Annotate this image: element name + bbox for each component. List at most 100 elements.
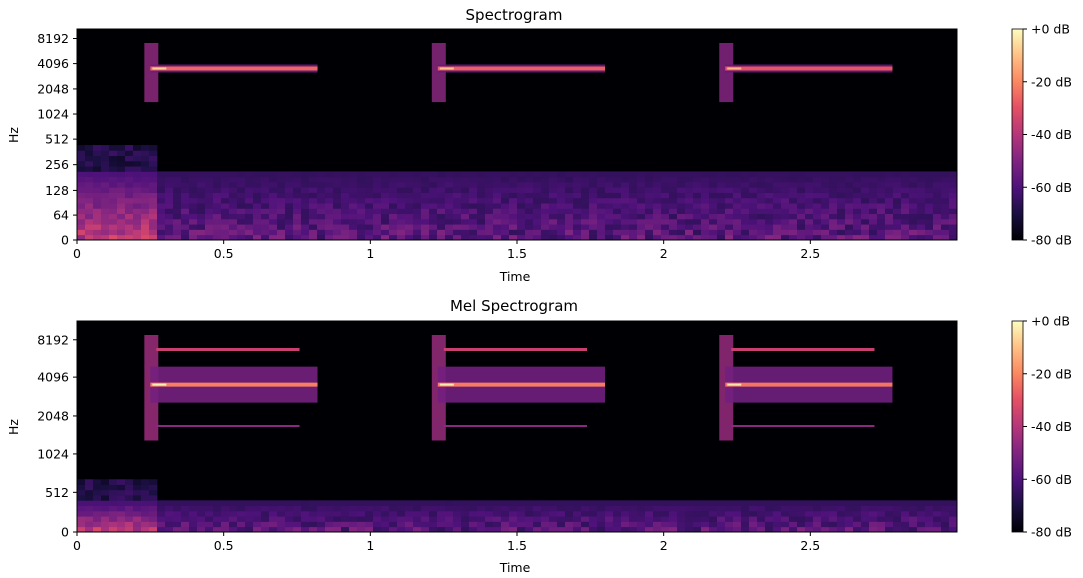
heatmap-cell <box>77 495 86 501</box>
y-tick-label: 8192 <box>37 332 69 347</box>
heatmap-cell <box>581 208 590 215</box>
heatmap-cell <box>693 208 702 215</box>
heatmap-cell <box>717 521 726 528</box>
heatmap-cell <box>925 171 934 178</box>
heatmap-cell <box>77 224 86 230</box>
heatmap-cell <box>637 234 646 241</box>
heatmap-cell <box>157 510 166 517</box>
heatmap-cell <box>813 176 822 183</box>
heatmap-cell <box>253 234 262 241</box>
heatmap-cell <box>301 176 310 183</box>
heatmap-cell <box>421 181 430 188</box>
heatmap-cell <box>813 526 822 533</box>
heatmap-cell <box>173 192 182 199</box>
heatmap-cell <box>389 505 398 512</box>
heatmap-cell <box>677 176 686 183</box>
heatmap-cell <box>325 505 334 512</box>
heatmap-cell <box>101 484 110 491</box>
heatmap-cell <box>541 192 550 199</box>
heatmap-cell <box>757 500 766 507</box>
heatmap-cell <box>149 155 158 162</box>
heatmap-cell <box>141 145 150 151</box>
heatmap-cell <box>101 234 110 241</box>
heatmap-cell <box>933 218 942 225</box>
heatmap-cell <box>653 500 662 507</box>
heatmap-cell <box>821 505 830 512</box>
heatmap-cell <box>693 218 702 225</box>
heatmap-cell <box>869 516 878 522</box>
heatmap-cell <box>85 171 94 178</box>
heatmap-cell <box>101 521 110 528</box>
heatmap-cell <box>669 500 678 507</box>
heatmap-cell <box>101 208 110 215</box>
heatmap-cell <box>533 208 542 215</box>
heatmap-cell <box>141 484 150 491</box>
heatmap-cell <box>205 213 214 220</box>
heatmap-cell <box>149 495 158 501</box>
heatmap-cell <box>253 505 262 512</box>
heatmap-cell <box>685 176 694 183</box>
heatmap-cell <box>437 208 446 215</box>
heatmap-cell <box>381 187 390 193</box>
heatmap-cell <box>85 181 94 188</box>
heatmap-cell <box>733 526 742 533</box>
heatmap-cell <box>405 234 414 241</box>
heatmap-cell <box>933 181 942 188</box>
heatmap-cell <box>621 203 630 209</box>
heatmap-cell <box>413 234 422 241</box>
heatmap-cell <box>701 521 710 528</box>
heatmap-cell <box>325 526 334 533</box>
heatmap-cell <box>557 521 566 528</box>
heatmap-cell <box>437 181 446 188</box>
heatmap-cell <box>645 229 654 236</box>
heatmap-cell <box>941 505 950 512</box>
heatmap-cell <box>165 176 174 183</box>
heatmap-cell <box>469 218 478 225</box>
heatmap-cell <box>189 526 198 533</box>
heatmap-cell <box>709 505 718 512</box>
heatmap-cell <box>877 192 886 199</box>
heatmap-cell <box>77 192 86 199</box>
heatmap-cell <box>405 176 414 183</box>
heatmap-cell <box>757 197 766 204</box>
heatmap-cell <box>133 229 142 236</box>
heatmap-cell <box>197 229 206 236</box>
heatmap-cell <box>101 516 110 522</box>
heatmap-cell <box>229 234 238 241</box>
heatmap-cell <box>517 192 526 199</box>
heatmap-cell <box>277 500 286 507</box>
heatmap-cell <box>181 176 190 183</box>
heatmap-cell <box>741 229 750 236</box>
heatmap-cell <box>261 197 270 204</box>
heatmap-cell <box>173 181 182 188</box>
heatmap-cell <box>629 516 638 522</box>
heatmap-cell <box>117 208 126 215</box>
heatmap-cell <box>245 234 254 241</box>
heatmap-cell <box>309 181 318 188</box>
heatmap-cell <box>533 510 542 517</box>
heatmap-cell <box>485 176 494 183</box>
heatmap-cell <box>141 234 150 241</box>
heatmap-cell <box>485 521 494 528</box>
heatmap-cell <box>645 197 654 204</box>
heatmap-cell <box>565 213 574 220</box>
heatmap-cell <box>493 218 502 225</box>
heatmap-cell <box>461 526 470 533</box>
heatmap-cell <box>533 197 542 204</box>
heatmap-cell <box>461 224 470 230</box>
heatmap-cell <box>637 510 646 517</box>
spectrogram-colorbar-ticks: +0 dB-20 dB-40 dB-60 dB-80 dB <box>1023 22 1072 248</box>
heatmap-cell <box>461 516 470 522</box>
heatmap-cell <box>509 181 518 188</box>
heatmap-cell <box>701 181 710 188</box>
heatmap-cell <box>109 197 118 204</box>
heatmap-cell <box>877 187 886 193</box>
heatmap-cell <box>341 176 350 183</box>
heatmap-cell <box>789 187 798 193</box>
heatmap-cell <box>245 516 254 522</box>
heatmap-cell <box>757 229 766 236</box>
heatmap-cell <box>85 208 94 215</box>
heatmap-cell <box>605 500 614 507</box>
heatmap-cell <box>381 521 390 528</box>
